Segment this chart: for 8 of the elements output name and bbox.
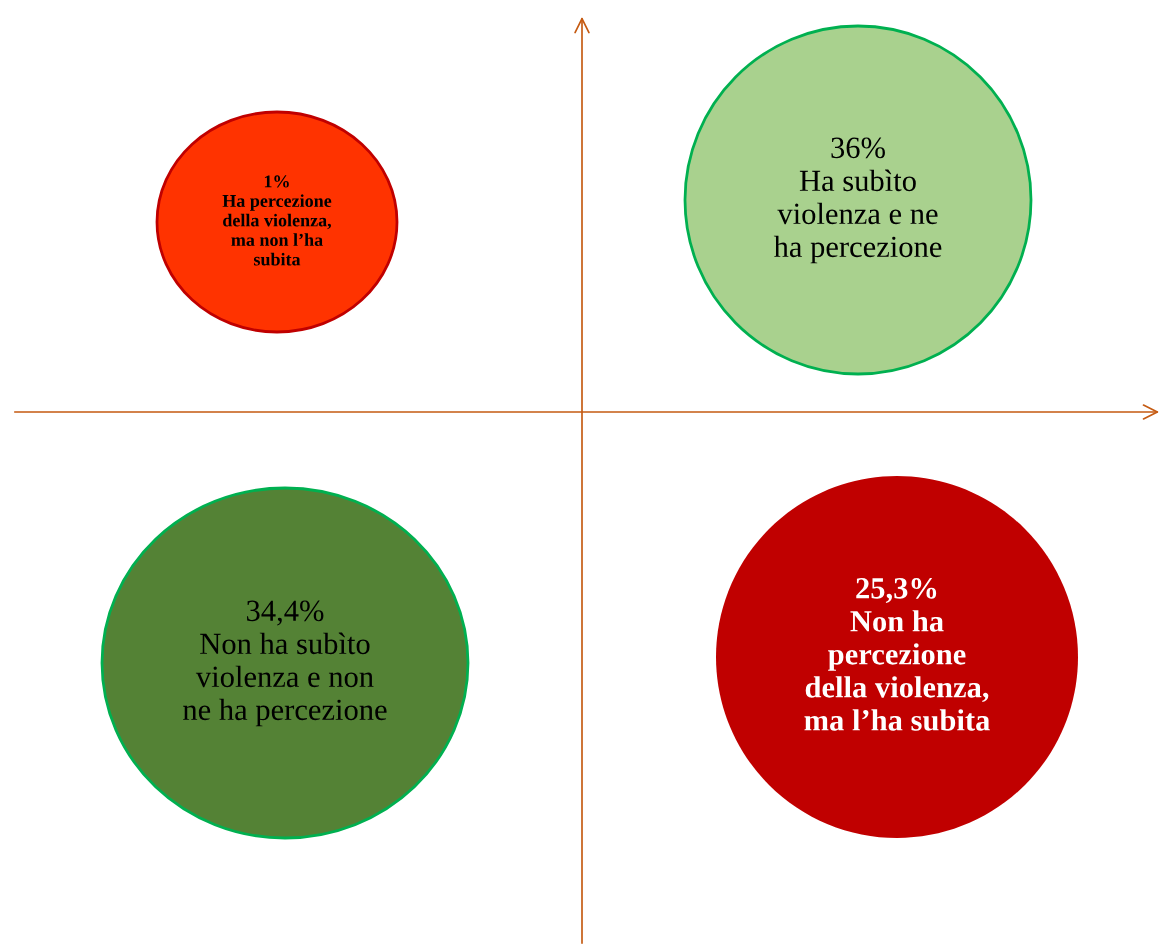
category-label: Ha subìto violenza e ne ha percezione [773, 169, 942, 264]
data-label: 36% [831, 137, 885, 159]
data-label: 1% [264, 175, 289, 188]
category-label: Non ha subìto violenza e non ne ha percezione [183, 632, 387, 727]
category-label: Ha percezione della violenza, ma non l’ha subita [222, 194, 332, 266]
data-label: 34,4% [247, 600, 324, 626]
data-label: 25,3% [856, 578, 937, 604]
category-label: Non ha percezione della violenza, ma l’ha subita [804, 610, 990, 731]
